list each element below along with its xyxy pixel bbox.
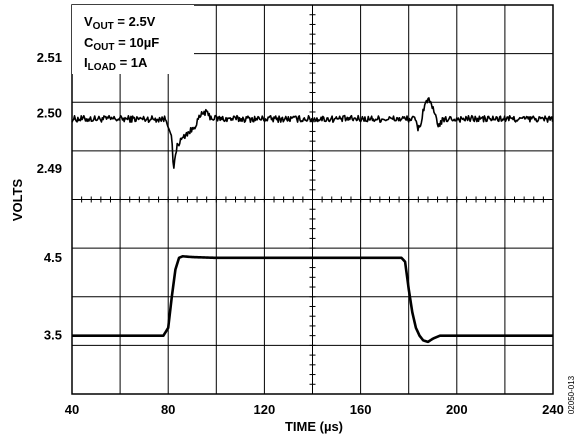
legend-vout: VOUT = 2.5V bbox=[84, 14, 156, 32]
legend-cout: COUT = 10µF bbox=[84, 35, 159, 53]
tick-labels: 40 80 120 160 200 240 2.51 2.50 2.49 4.5 3.5 bbox=[37, 50, 564, 417]
x-tick-label: 200 bbox=[446, 402, 468, 417]
x-axis-title: TIME (µs) bbox=[285, 419, 343, 434]
x-tick-label: 240 bbox=[542, 402, 564, 417]
x-tick-label: 120 bbox=[254, 402, 276, 417]
y-tick-label: 2.51 bbox=[37, 50, 62, 65]
legend: VOUT = 2.5V COUT = 10µF ILOAD = 1A bbox=[72, 5, 194, 74]
y-tick-label: 2.49 bbox=[37, 161, 62, 176]
y-axis-title: VOLTS bbox=[10, 178, 25, 221]
y-tick-label: 3.5 bbox=[44, 328, 62, 343]
x-tick-label: 40 bbox=[65, 402, 79, 417]
legend-box bbox=[72, 5, 194, 74]
x-tick-label: 80 bbox=[161, 402, 175, 417]
x-tick-label: 160 bbox=[350, 402, 372, 417]
y-tick-label: 4.5 bbox=[44, 250, 62, 265]
legend-iload: ILOAD = 1A bbox=[84, 55, 148, 73]
trace-load-step bbox=[71, 254, 554, 344]
traces bbox=[71, 97, 554, 344]
y-tick-label: 2.50 bbox=[37, 105, 62, 120]
trace-output-voltage bbox=[71, 97, 554, 169]
center-axes bbox=[71, 4, 554, 395]
figure-id: 02050-013 bbox=[567, 375, 576, 414]
